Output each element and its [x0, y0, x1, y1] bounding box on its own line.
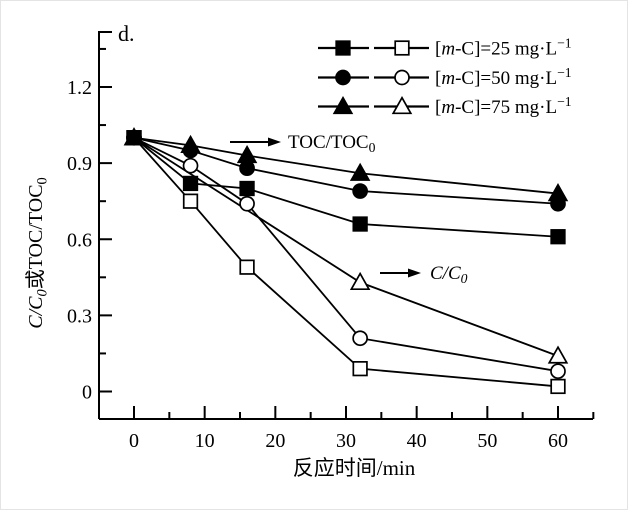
toc-group-label-text: TOC/TOC0: [288, 132, 376, 155]
marker-toc-25-t32: [352, 216, 368, 232]
marker-toc-75-t0: [123, 127, 145, 146]
x-tick-label-0: 0: [129, 430, 139, 452]
marker-toc-25-t8: [182, 175, 199, 192]
x-tick-label-5: 50: [477, 430, 497, 452]
marker-toc-25-t16: [239, 180, 255, 197]
marker-c-25-t32: [352, 361, 368, 377]
legend-label-1: [m-C]=50 mg·L−1: [435, 65, 572, 89]
x-tick-label-4: 40: [407, 430, 427, 452]
marker-c-25-t16: [239, 259, 255, 275]
legend-marker-filled-triangle: [332, 95, 354, 115]
series-line-c-25: [133, 137, 559, 388]
marker-toc-75-t60: [547, 183, 569, 202]
legend-label-0: [m-C]=25 mg·L−1: [435, 35, 572, 59]
legend-marker-open-triangle: [391, 95, 413, 115]
marker-c-75-t32: [349, 271, 371, 291]
legend-label-2: [m-C]=75 mg·L−1: [435, 94, 572, 118]
marker-c-75-t60: [547, 345, 569, 364]
y-tick-label-4: 1.2: [67, 77, 92, 99]
marker-toc-75-t16: [236, 144, 258, 164]
marker-toc-50-t32: [352, 183, 368, 199]
x-tick-label-1: 10: [195, 430, 215, 452]
x-tick-label-6: 60: [548, 430, 568, 452]
toc-group-label-arrow-head: [268, 137, 281, 147]
legend-marker-open-circle: [394, 69, 410, 86]
marker-c-25-t60: [550, 378, 566, 395]
marker-toc-75-t8: [180, 134, 201, 154]
panel-label: d.: [118, 21, 135, 46]
marker-toc-25-t60: [550, 229, 566, 245]
y-axis-title: C/C0或TOC/TOC0: [24, 177, 50, 329]
legend-marker-filled-square: [335, 40, 351, 56]
legend-marker-open-square: [394, 40, 410, 56]
c-group-label-text: C/C0: [430, 263, 468, 286]
marker-toc-50-t16: [239, 160, 255, 177]
legend-marker-filled-circle: [335, 69, 351, 86]
x-tick-label-3: 30: [336, 430, 356, 452]
y-tick-label-3: 0.9: [67, 153, 92, 175]
y-tick-label-0: 0: [82, 382, 92, 404]
c-group-label-arrow-head: [408, 268, 421, 278]
marker-toc-75-t32: [349, 162, 371, 181]
x-axis-title: 反应时间/min: [293, 456, 416, 480]
y-tick-label-1: 0.3: [67, 305, 92, 327]
x-tick-label-2: 20: [265, 430, 285, 452]
marker-c-50-t32: [352, 330, 368, 347]
marker-c-50-t8: [182, 157, 199, 174]
marker-c-25-t8: [182, 193, 199, 209]
series-line-c-50: [133, 136, 559, 373]
y-tick-label-2: 0.6: [67, 229, 92, 251]
marker-c-50-t60: [550, 363, 566, 380]
marker-c-50-t16: [239, 195, 255, 212]
